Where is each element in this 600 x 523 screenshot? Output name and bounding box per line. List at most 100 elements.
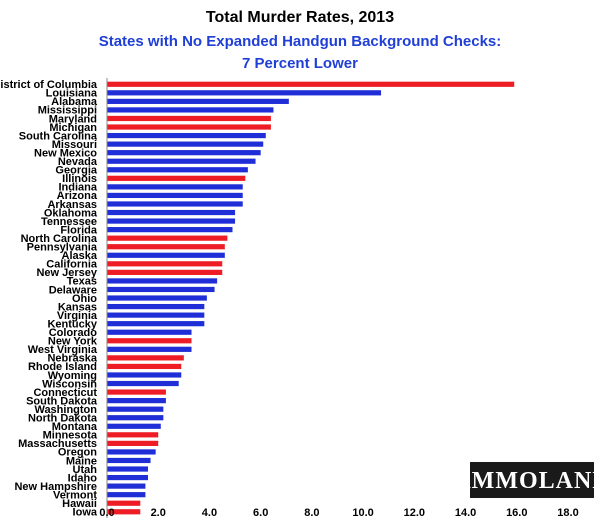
x-tick-label: 10.0	[352, 507, 373, 519]
bar-ohio	[107, 295, 207, 301]
category-label-maine: Maine	[66, 455, 97, 467]
category-label-new-jersey: New Jersey	[36, 267, 97, 279]
category-label-nebraska: Nebraska	[47, 353, 97, 365]
bar-hawaii	[107, 500, 141, 506]
category-label-alaska: Alaska	[62, 250, 98, 262]
bar-iowa	[107, 509, 141, 515]
bar-california	[107, 261, 223, 267]
watermark-background	[470, 462, 594, 498]
bar-rhode-island	[107, 363, 182, 370]
bar-south-carolina	[107, 132, 266, 139]
category-label-utah: Utah	[73, 464, 98, 476]
category-label-new-york: New York	[48, 336, 98, 348]
category-label-minnesota: Minnesota	[43, 430, 98, 442]
bar-washington	[107, 406, 164, 412]
bar-nevada	[107, 158, 256, 164]
category-label-california: California	[46, 259, 98, 271]
category-label-indiana: Indiana	[58, 182, 97, 194]
category-labels: District of ColumbiaLouisianaAlabamaMiss…	[0, 79, 98, 519]
bar-west-virginia	[107, 346, 192, 352]
x-tick-label: 2.0	[151, 507, 166, 519]
bar-utah	[107, 466, 148, 472]
category-label-oklahoma: Oklahoma	[44, 207, 98, 219]
category-label-south-dakota: South Dakota	[26, 395, 98, 407]
bar-new-jersey	[107, 269, 223, 275]
bar-delaware	[107, 286, 215, 293]
category-label-mississippi: Mississippi	[38, 105, 97, 117]
x-tick-label: 0.0	[99, 507, 114, 519]
bar-kentucky	[107, 321, 205, 327]
bar-michigan	[107, 124, 271, 130]
category-label-alabama: Alabama	[51, 96, 98, 108]
x-tick-label: 12.0	[404, 507, 425, 519]
category-label-connecticut: Connecticut	[33, 387, 97, 399]
category-label-wyoming: Wyoming	[48, 370, 97, 382]
category-label-colorado: Colorado	[49, 327, 98, 339]
bar-mississippi	[107, 107, 274, 113]
chart-subtitle-line-1: States with No Expanded Handgun Backgrou…	[99, 33, 502, 50]
category-label-new-mexico: New Mexico	[34, 147, 97, 159]
category-label-nevada: Nevada	[58, 156, 98, 168]
category-label-kansas: Kansas	[58, 301, 97, 313]
bar-connecticut	[107, 389, 166, 395]
category-label-hawaii: Hawaii	[62, 498, 97, 510]
bar-district-of-columbia	[107, 81, 515, 87]
bar-arizona	[107, 192, 243, 199]
bar-georgia	[107, 167, 248, 173]
bar-south-dakota	[107, 398, 166, 404]
category-label-florida: Florida	[60, 224, 98, 236]
x-tick-label: 8.0	[304, 507, 319, 519]
bar-wyoming	[107, 372, 182, 378]
category-label-ohio: Ohio	[72, 293, 97, 305]
x-tick-label: 16.0	[506, 507, 527, 519]
category-label-maryland: Maryland	[49, 113, 97, 125]
bar-alaska	[107, 252, 225, 258]
bar-minnesota	[107, 432, 159, 438]
category-label-illinois: Illinois	[62, 173, 97, 185]
bar-wisconsin	[107, 380, 179, 387]
bar-oregon	[107, 449, 156, 455]
bar-massachusetts	[107, 440, 159, 446]
bar-arkansas	[107, 201, 243, 207]
bar-nebraska	[107, 355, 184, 361]
bar-florida	[107, 227, 233, 233]
category-label-arkansas: Arkansas	[47, 199, 97, 211]
category-label-massachusetts: Massachusetts	[18, 438, 97, 450]
bar-virginia	[107, 312, 205, 318]
category-label-arizona: Arizona	[57, 190, 98, 202]
bar-alabama	[107, 98, 289, 104]
category-label-vermont: Vermont	[53, 489, 97, 501]
category-label-idaho: Idaho	[68, 472, 98, 484]
chart-title: Total Murder Rates, 2013	[206, 9, 394, 26]
chart-subtitle-line-2: 7 Percent Lower	[242, 55, 358, 72]
category-label-georgia: Georgia	[55, 165, 97, 177]
watermark-text: AMMOLAND	[453, 468, 600, 494]
category-label-montana: Montana	[52, 421, 98, 433]
category-label-virginia: Virginia	[57, 310, 98, 322]
bar-louisiana	[107, 90, 382, 96]
bar-idaho	[107, 474, 148, 481]
bar-kansas	[107, 303, 205, 310]
bar-new-york	[107, 338, 192, 344]
bar-illinois	[107, 175, 246, 181]
category-label-new-hampshire: New Hampshire	[14, 481, 97, 493]
category-label-louisiana: Louisiana	[46, 88, 98, 100]
category-label-wisconsin: Wisconsin	[42, 378, 97, 390]
bar-north-dakota	[107, 415, 164, 421]
bar-oklahoma	[107, 209, 236, 216]
category-label-north-dakota: North Dakota	[28, 413, 98, 425]
category-label-delaware: Delaware	[49, 284, 97, 296]
category-label-washington: Washington	[34, 404, 97, 416]
category-label-south-carolina: South Carolina	[19, 130, 98, 142]
category-label-rhode-island: Rhode Island	[28, 361, 97, 373]
x-tick-label: 6.0	[253, 507, 268, 519]
category-label-oregon: Oregon	[58, 447, 97, 459]
category-label-texas: Texas	[67, 276, 97, 288]
category-label-district-of-columbia: District of Columbia	[0, 79, 98, 91]
bar-pennsylvania	[107, 244, 225, 250]
bar-maryland	[107, 115, 271, 122]
bar-missouri	[107, 141, 264, 147]
category-label-north-carolina: North Carolina	[21, 233, 98, 245]
bar-texas	[107, 278, 218, 284]
